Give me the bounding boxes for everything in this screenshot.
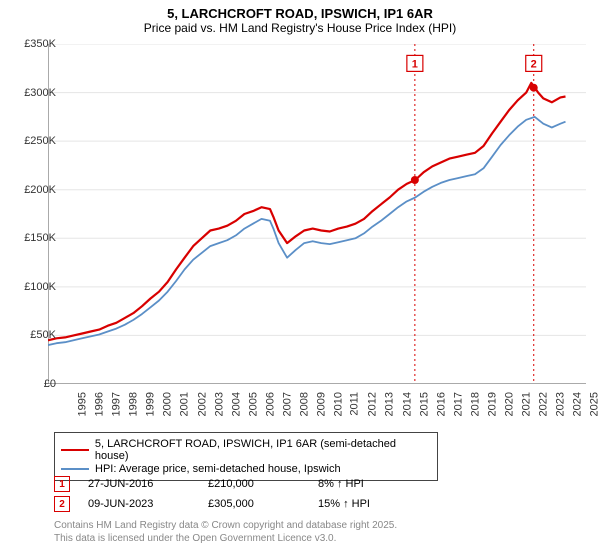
transaction-price: £305,000: [208, 498, 318, 510]
line-chart-svg: 12: [48, 44, 586, 384]
x-tick-label: 2003: [213, 392, 225, 416]
y-tick-label: £300K: [24, 87, 56, 99]
y-tick-label: £200K: [24, 184, 56, 196]
transaction-date: 27-JUN-2016: [88, 478, 208, 490]
x-tick-label: 1997: [111, 392, 123, 416]
x-tick-label: 2009: [316, 392, 328, 416]
legend-swatch: [61, 449, 89, 451]
x-tick-label: 2011: [349, 392, 361, 416]
x-tick-label: 1995: [76, 392, 88, 416]
transaction-row: 1 27-JUN-2016£210,0008% ↑ HPI: [54, 474, 370, 494]
transaction-delta: 15% ↑ HPI: [318, 498, 370, 510]
x-tick-label: 2015: [418, 392, 430, 416]
transaction-date: 09-JUN-2023: [88, 498, 208, 510]
footer-line1: Contains HM Land Registry data © Crown c…: [54, 520, 397, 533]
x-tick-label: 2025: [589, 392, 600, 416]
x-tick-label: 2004: [230, 392, 242, 416]
x-tick-label: 2002: [196, 392, 208, 416]
x-tick-label: 2018: [469, 392, 481, 416]
x-tick-label: 2013: [384, 392, 396, 416]
x-tick-label: 2014: [401, 392, 413, 416]
y-tick-label: £0: [44, 378, 56, 390]
legend-label: 5, LARCHCROFT ROAD, IPSWICH, IP1 6AR (se…: [95, 438, 431, 462]
x-tick-label: 2021: [521, 392, 533, 416]
x-tick-label: 1999: [145, 392, 157, 416]
transaction-row: 2 09-JUN-2023£305,00015% ↑ HPI: [54, 494, 370, 514]
chart-title-address: 5, LARCHCROFT ROAD, IPSWICH, IP1 6AR: [0, 0, 600, 21]
transactions-table: 1 27-JUN-2016£210,0008% ↑ HPI 2 09-JUN-2023…: [54, 474, 370, 514]
transaction-price: £210,000: [208, 478, 318, 490]
x-tick-label: 2017: [452, 392, 464, 416]
chart-subtitle: Price paid vs. HM Land Registry's House …: [0, 21, 600, 39]
x-tick-label: 2001: [179, 392, 191, 416]
x-tick-label: 2010: [333, 392, 345, 416]
x-tick-label: 2005: [247, 392, 259, 416]
x-tick-label: 2000: [162, 392, 174, 416]
legend-item: 5, LARCHCROFT ROAD, IPSWICH, IP1 6AR (se…: [61, 438, 431, 462]
x-tick-label: 2012: [367, 392, 379, 416]
y-tick-label: £50K: [30, 329, 56, 341]
x-tick-label: 2008: [299, 392, 311, 416]
transaction-badge: 1: [54, 476, 70, 492]
x-tick-label: 2016: [435, 392, 447, 416]
transaction-delta: 8% ↑ HPI: [318, 478, 364, 490]
y-tick-label: £150K: [24, 232, 56, 244]
legend-swatch: [61, 468, 89, 470]
x-tick-label: 2019: [486, 392, 498, 416]
x-tick-label: 2007: [281, 392, 293, 416]
x-tick-label: 2024: [572, 392, 584, 416]
footer-line2: This data is licensed under the Open Gov…: [54, 533, 397, 546]
x-tick-label: 1998: [128, 392, 140, 416]
svg-text:1: 1: [412, 58, 418, 70]
transaction-badge: 2: [54, 496, 70, 512]
footer-attribution: Contains HM Land Registry data © Crown c…: [54, 520, 397, 545]
x-tick-label: 2022: [538, 392, 550, 416]
y-tick-label: £250K: [24, 135, 56, 147]
x-tick-label: 1996: [94, 392, 106, 416]
x-tick-label: 2020: [503, 392, 515, 416]
x-tick-label: 2023: [555, 392, 567, 416]
x-tick-label: 2006: [264, 392, 276, 416]
y-tick-label: £100K: [24, 281, 56, 293]
chart-plot-area: 12: [48, 44, 586, 384]
svg-text:2: 2: [531, 58, 537, 70]
y-tick-label: £350K: [24, 38, 56, 50]
